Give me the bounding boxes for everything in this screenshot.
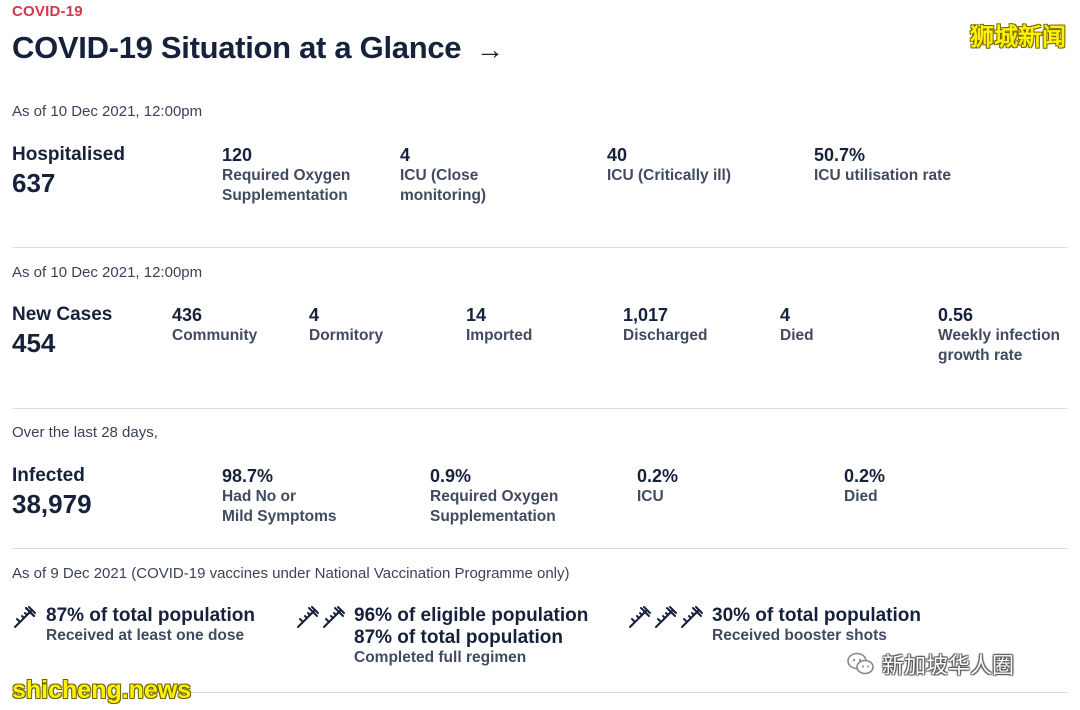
divider [12, 692, 1068, 693]
stat-value: 0.2% [844, 466, 886, 486]
stat-value: 14 [466, 305, 487, 325]
cases-asof: As of 10 Dec 2021, 12:00pm [12, 264, 203, 281]
vac-item-booster: 30% of total population Received booster… [712, 605, 921, 645]
stat-label-line: Imported [466, 327, 533, 344]
hospitalised-value: 637 [12, 168, 56, 198]
stat-label-line: Dormitory [309, 327, 384, 344]
stat-value: 0.56 [938, 305, 974, 325]
infected-label: Infected [12, 465, 85, 486]
stat-label-line: Died [780, 327, 814, 344]
stat-label-line: Mild Symptoms [222, 508, 337, 525]
stat-label-line: ICU [637, 488, 664, 505]
syringe-icon [297, 606, 319, 628]
vac-headline: 87% of total population [354, 627, 563, 648]
vac-item-full-regimen: 96% of eligible population 87% of total … [354, 605, 588, 667]
stat-label-line: Weekly infection [938, 327, 1061, 344]
syringe-icon [681, 606, 703, 628]
stat-label-line: growth rate [938, 347, 1023, 364]
stat-label-line: Discharged [623, 327, 708, 344]
infected-asof: Over the last 28 days, [12, 424, 158, 441]
cases-stat-died: 4 Died [780, 305, 814, 346]
syringe-icon [14, 606, 36, 628]
stat-label-line: Had No or [222, 488, 297, 505]
infected-stat-oxygen: 0.9% Required Oxygen Supplementation [430, 466, 558, 527]
stat-label-line: Required Oxygen [222, 167, 351, 184]
vac-headline: 96% of eligible population [354, 605, 589, 626]
cases-stat-discharged: 1,017 Discharged [623, 305, 707, 346]
watermark-bottom-right-text: 新加坡华人圈 [882, 653, 1015, 678]
cases-value: 454 [12, 328, 56, 358]
stat-value: 0.9% [430, 466, 472, 486]
hosp-stat-icu-close: 4 ICU (Close monitoring) [400, 145, 486, 206]
syringe-icon [655, 606, 677, 628]
vac-item-one-dose-icons [12, 604, 38, 635]
watermark-bottom-right: 新加坡华人圈 [846, 648, 1014, 680]
vac-item-full-regimen-icons [295, 604, 347, 630]
cases-label: New Cases [12, 304, 113, 325]
syringe-icon [323, 606, 345, 628]
stat-label-line: Supplementation [430, 508, 556, 525]
hosp-stat-icu-critical: 40 ICU (Critically ill) [607, 145, 731, 186]
vac-headline: 87% of total population [46, 605, 255, 626]
infected-value: 38,979 [12, 489, 92, 519]
section-tag: COVID-19 [12, 3, 83, 20]
stat-value: 98.7% [222, 466, 274, 486]
divider [12, 548, 1068, 549]
stat-label-line: Required Oxygen [430, 488, 559, 505]
stat-value: 436 [172, 305, 203, 325]
vac-item-booster-icons [627, 604, 705, 630]
stat-value: 4 [309, 305, 320, 325]
hospitalised-asof: As of 10 Dec 2021, 12:00pm [12, 103, 203, 120]
stat-label-line: Died [844, 488, 878, 505]
stat-label-line: ICU (Close [400, 167, 479, 184]
hosp-stat-icu-utilisation: 50.7% ICU utilisation rate [814, 145, 951, 186]
vac-item-one-dose: 87% of total population Received at leas… [46, 605, 255, 645]
watermark-bottom-left: shicheng.news [12, 676, 192, 704]
hospitalised-label: Hospitalised [12, 144, 125, 165]
vac-subtext: Received at least one dose [46, 627, 245, 644]
stat-value: 4 [780, 305, 791, 325]
stat-value: 50.7% [814, 145, 866, 165]
stat-label-line: ICU utilisation rate [814, 167, 951, 184]
page-title[interactable]: COVID-19 Situation at a Glance [12, 30, 462, 65]
vac-subtext: Completed full regimen [354, 649, 527, 666]
stat-value: 120 [222, 145, 253, 165]
infected-stat-mild: 98.7% Had No or Mild Symptoms [222, 466, 337, 527]
stat-value: 40 [607, 145, 628, 165]
watermark-top: 狮城新闻 [970, 24, 1066, 51]
vaccination-asof: As of 9 Dec 2021 (COVID-19 vaccines unde… [12, 565, 570, 582]
vac-headline: 30% of total population [712, 605, 921, 626]
infected-stat-died: 0.2% Died [844, 466, 885, 507]
cases-stat-growth-rate: 0.56 Weekly infection growth rate [938, 305, 1060, 366]
stat-value: 4 [400, 145, 411, 165]
stat-value: 0.2% [637, 466, 679, 486]
stat-label-line: Community [172, 327, 258, 344]
hosp-stat-oxygen: 120 Required Oxygen Supplementation [222, 145, 350, 206]
arrow-right-icon[interactable]: → [476, 34, 504, 65]
cases-stat-dormitory: 4 Dormitory [309, 305, 383, 346]
stat-label-line: ICU (Critically ill) [607, 167, 732, 184]
vac-subtext: Received booster shots [712, 627, 887, 644]
cases-stat-imported: 14 Imported [466, 305, 532, 346]
divider [12, 247, 1068, 248]
wechat-icon [847, 652, 874, 675]
infected-stat-icu: 0.2% ICU [637, 466, 678, 507]
syringe-icon [629, 606, 651, 628]
stat-label-line: Supplementation [222, 187, 348, 204]
divider [12, 408, 1068, 409]
stat-label-line: monitoring) [400, 187, 487, 204]
stat-value: 1,017 [623, 305, 669, 325]
cases-stat-community: 436 Community [172, 305, 257, 346]
